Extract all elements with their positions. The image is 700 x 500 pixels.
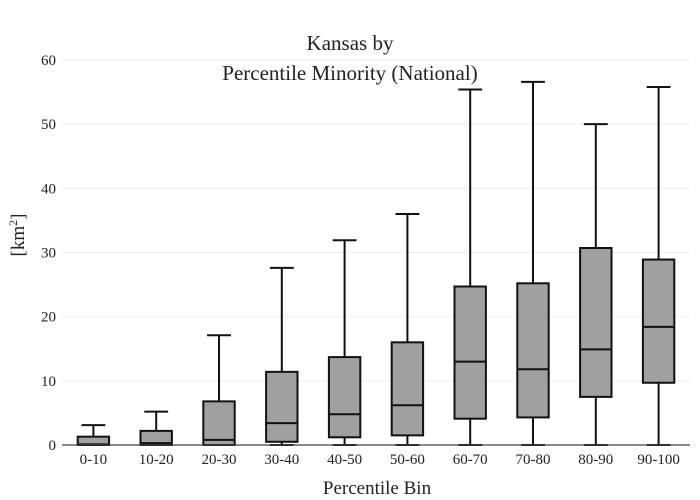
box-50-60 [390,213,425,446]
box-series [76,80,676,447]
y-axis-title-base: [km [8,226,29,257]
box-20-30 [202,334,236,447]
x-tick-label: 80-90 [578,452,613,468]
chart-title-line-2: Percentile Minority (National) [222,61,477,85]
box-body [516,282,550,419]
box-body [202,400,236,447]
x-tick-label: 70-80 [516,452,551,468]
x-tick-label: 20-30 [202,452,237,468]
box-body [390,341,425,437]
y-tick-label: 40 [41,181,56,197]
x-tick-label: 10-20 [139,452,174,468]
y-tick-label: 10 [41,374,56,390]
y-tick-label: 30 [41,246,56,262]
y-axis-title: [km2] [6,214,29,257]
x-tick-label: 0-10 [80,452,108,468]
y-tick-labels: 0 10 20 30 40 50 60 [41,53,56,454]
x-tick-label: 50-60 [390,452,425,468]
box-body [453,285,487,420]
box-body [641,258,676,384]
box-60-70 [453,88,487,446]
box-70-80 [516,80,550,446]
y-tick-label: 0 [49,438,57,454]
box-body [579,247,613,398]
y-axis-title-close: ] [8,214,29,220]
y-axis-title-superscript: 2 [6,220,20,226]
box-90-100 [641,85,676,446]
x-tick-labels: 0-10 10-20 20-30 30-40 40-50 50-60 60-70 70-80 8… [80,452,680,468]
y-tick-label: 60 [41,53,56,69]
box-10-20 [139,410,173,446]
chart-title-line-1: Kansas by [307,31,394,55]
y-tick-label: 50 [41,117,56,133]
box-40-50 [327,239,362,446]
box-body [327,356,362,439]
y-tick-label: 20 [41,310,56,326]
x-axis-title: Percentile Bin [323,478,432,499]
box-80-90 [579,123,613,446]
x-tick-label: 60-70 [453,452,488,468]
box-30-40 [265,266,299,446]
box-body [265,370,299,443]
box-0-10 [76,424,111,446]
x-tick-label: 30-40 [264,452,299,468]
x-tick-label: 90-100 [637,452,680,468]
x-tick-label: 40-50 [327,452,362,468]
